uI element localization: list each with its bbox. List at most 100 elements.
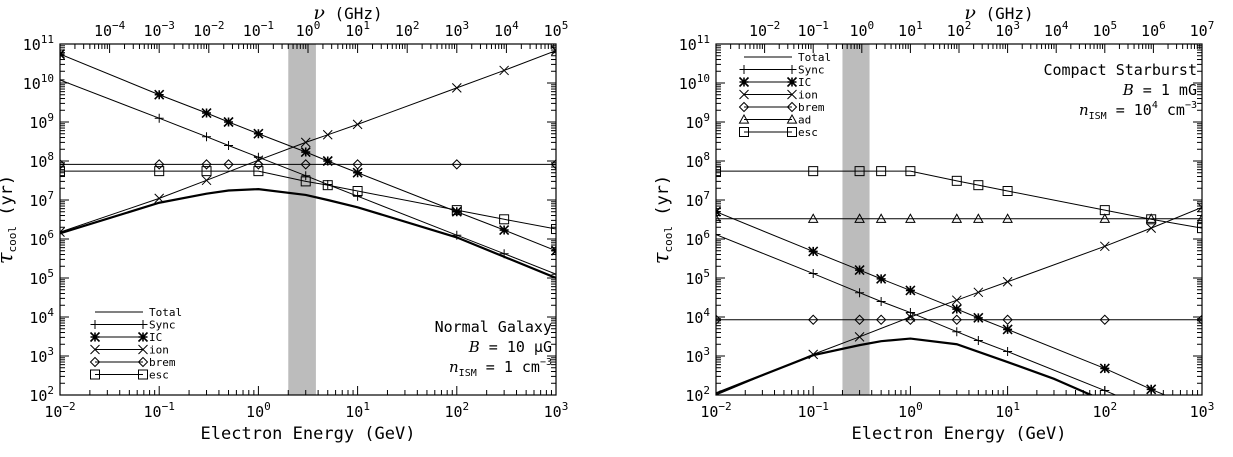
data-point-ad <box>1099 213 1111 223</box>
data-point-esc <box>499 214 510 225</box>
data-point-ic <box>854 264 865 276</box>
legend-marker <box>739 65 749 74</box>
x-tick-label: 100 <box>898 400 923 421</box>
data-point-sync <box>301 171 311 181</box>
series-ic <box>716 206 1167 395</box>
data-point-brem <box>716 314 722 325</box>
data-point-brem <box>352 159 363 170</box>
legend-marker <box>89 356 101 368</box>
data-point-ad <box>905 213 916 223</box>
legend-marker <box>137 356 149 368</box>
series-ion <box>716 202 1202 395</box>
y-tick-label: 1011 <box>679 33 710 54</box>
y-tick-label: 109 <box>685 111 710 132</box>
legend-item-ion: ion <box>90 344 169 357</box>
legend-item-ion: ion <box>739 89 818 102</box>
data-point-sync <box>1147 405 1156 414</box>
series-line-ion <box>716 206 1202 395</box>
top-tick-label: 10−1 <box>798 19 829 40</box>
data-point-ion <box>951 295 962 306</box>
data-point-ic <box>973 312 984 323</box>
data-point-ic <box>352 167 363 178</box>
annotation-field: B = 1 mG <box>1122 81 1197 99</box>
legend-item-esc: esc <box>739 126 818 139</box>
y-axis-label: τcool (yr) <box>649 175 675 264</box>
legend-marker <box>786 113 798 124</box>
data-point-ic <box>951 303 962 315</box>
x-tick-label: 102 <box>444 400 469 421</box>
legend-marker <box>786 101 798 113</box>
x-tick-label: 100 <box>246 400 271 421</box>
y-tick-label: 103 <box>685 345 710 366</box>
y-tick-label: 102 <box>29 384 54 405</box>
data-point-brem <box>807 314 819 325</box>
series-brem <box>716 314 1202 325</box>
top-tick-label: 103 <box>995 19 1020 40</box>
data-point-ion <box>1099 241 1110 252</box>
legend-marker <box>787 65 797 74</box>
top-tick-label: 10−3 <box>144 19 175 40</box>
data-point-ic <box>300 146 311 158</box>
top-tick-label: 105 <box>1092 19 1117 40</box>
data-point-esc <box>451 205 462 216</box>
data-point-sync <box>499 249 509 259</box>
legend-label: brem <box>798 101 825 114</box>
data-point-ion <box>808 349 819 360</box>
series-ic <box>60 49 556 256</box>
legend-label: esc <box>798 126 818 139</box>
data-point-ic <box>1002 324 1013 335</box>
data-point-esc <box>322 180 333 191</box>
series-sync <box>716 230 1207 434</box>
annotation-field: B = 10 μG <box>468 338 552 356</box>
top-axis-label: ν (GHz) <box>313 2 382 24</box>
x-tick-label: 10−1 <box>798 400 829 421</box>
data-point-esc <box>60 166 65 177</box>
data-point-sync <box>855 288 865 298</box>
legend-label: Total <box>798 51 831 64</box>
x-tick-label: 101 <box>345 400 370 421</box>
y-tick-label: 1010 <box>679 72 710 93</box>
data-point-sync <box>973 335 983 345</box>
legend-marker <box>786 76 798 88</box>
annotation-title: Compact Starburst <box>1043 61 1197 79</box>
data-point-brem <box>1196 314 1202 325</box>
x-tick-label: 10−2 <box>44 400 75 421</box>
annotation-title: Normal Galaxy <box>435 318 552 336</box>
legend-label: ion <box>149 344 169 357</box>
plot-area <box>60 45 556 280</box>
data-point-esc <box>253 166 264 177</box>
legend-marker <box>739 127 749 137</box>
data-point-esc <box>352 186 363 197</box>
y-tick-label: 107 <box>29 189 54 210</box>
series-line-esc <box>60 170 556 230</box>
legend-marker <box>738 113 750 124</box>
data-point-ic <box>253 128 264 139</box>
legend-label: brem <box>149 356 176 369</box>
top-tick-label: 100 <box>296 19 321 40</box>
data-point-sync <box>60 75 65 85</box>
data-point-ic <box>876 273 887 284</box>
data-point-ic <box>201 107 212 119</box>
series-esc <box>716 166 1202 234</box>
data-point-sync <box>224 140 234 150</box>
data-point-esc <box>1197 223 1202 234</box>
x-tick-label: 103 <box>544 400 569 421</box>
data-point-ion <box>154 193 165 204</box>
data-point-ic <box>451 206 462 217</box>
top-tick-label: 103 <box>444 19 469 40</box>
data-point-ad <box>875 213 887 223</box>
data-point-ad <box>951 213 963 223</box>
top-tick-label: 105 <box>544 19 569 40</box>
series-esc <box>60 166 556 235</box>
data-point-ion <box>499 65 509 76</box>
data-point-esc <box>154 166 165 177</box>
legend-marker <box>138 369 148 380</box>
legend-marker <box>738 76 750 88</box>
data-point-brem <box>951 314 962 325</box>
legend-label: esc <box>149 369 169 382</box>
data-point-brem <box>300 159 311 170</box>
data-point-esc <box>1146 214 1157 225</box>
data-point-sync <box>1198 425 1207 434</box>
data-point-ad <box>1145 213 1157 223</box>
